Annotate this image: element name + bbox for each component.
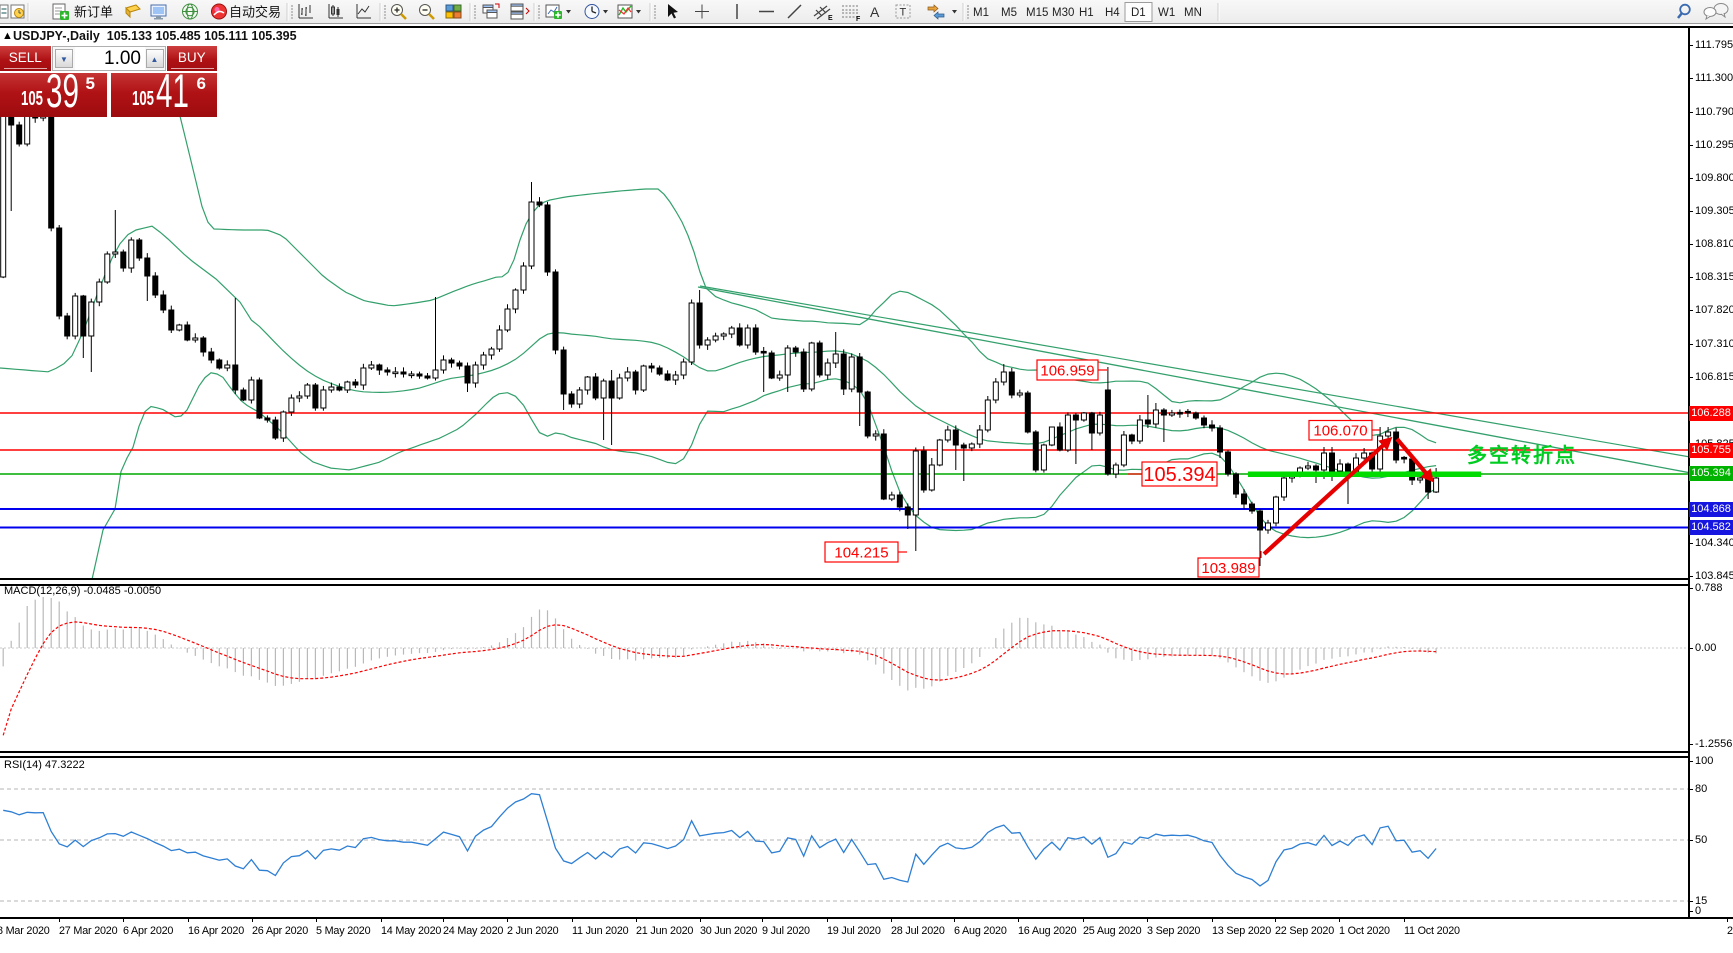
svg-text:M15: M15 — [1026, 7, 1048, 19]
svg-text:M5: M5 — [1001, 7, 1017, 19]
svg-text:新订单: 新订单 — [74, 5, 113, 20]
svg-text:103.989: 103.989 — [1201, 560, 1255, 577]
svg-text:M30: M30 — [1052, 7, 1074, 19]
svg-text:多空转折点: 多空转折点 — [1467, 443, 1577, 467]
svg-text:F: F — [856, 16, 861, 23]
svg-text:MN: MN — [1184, 7, 1202, 19]
svg-text:自动交易: 自动交易 — [229, 5, 281, 20]
svg-text:H1: H1 — [1079, 7, 1094, 19]
svg-text:T: T — [900, 7, 907, 19]
svg-text:D1: D1 — [1131, 7, 1146, 19]
svg-text:A: A — [870, 4, 880, 20]
svg-text:H4: H4 — [1105, 7, 1120, 19]
svg-text:105.394: 105.394 — [1143, 464, 1215, 486]
svg-text:104.215: 104.215 — [834, 544, 888, 561]
svg-text:M1: M1 — [973, 7, 989, 19]
svg-text:E: E — [828, 15, 833, 22]
svg-text:106.070: 106.070 — [1313, 423, 1367, 440]
svg-text:106.959: 106.959 — [1040, 362, 1094, 379]
svg-text:W1: W1 — [1158, 7, 1175, 19]
